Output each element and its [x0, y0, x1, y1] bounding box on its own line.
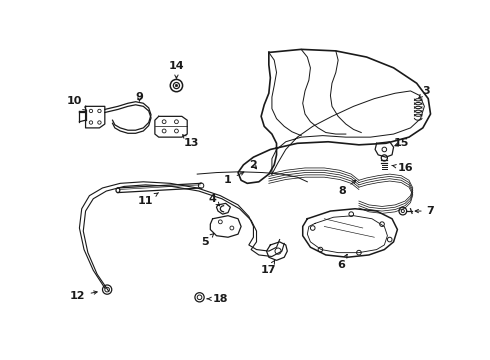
- Text: 14: 14: [169, 61, 184, 78]
- Text: 18: 18: [207, 294, 228, 304]
- Text: 16: 16: [392, 163, 413, 173]
- Text: 4: 4: [209, 194, 220, 206]
- Text: 1: 1: [224, 172, 244, 185]
- Circle shape: [175, 84, 177, 87]
- Text: 3: 3: [419, 86, 430, 98]
- Text: 17: 17: [261, 260, 276, 275]
- Text: 9: 9: [136, 92, 144, 102]
- Text: 5: 5: [201, 234, 214, 247]
- Text: 2: 2: [249, 160, 257, 170]
- Text: 15: 15: [393, 138, 409, 148]
- Text: 12: 12: [70, 291, 97, 301]
- Text: 10: 10: [66, 96, 87, 111]
- Text: 13: 13: [183, 135, 199, 148]
- Text: 8: 8: [338, 180, 356, 196]
- Text: 7: 7: [415, 206, 435, 216]
- Text: 6: 6: [337, 255, 347, 270]
- Text: 11: 11: [138, 193, 158, 206]
